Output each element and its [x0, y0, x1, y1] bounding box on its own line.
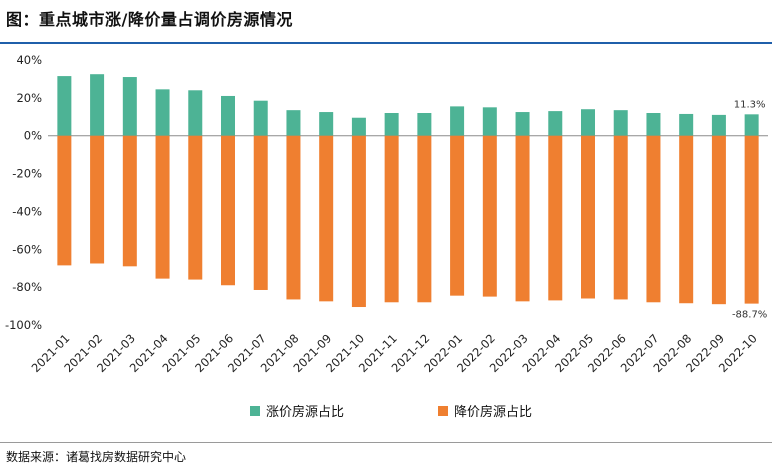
- bar-fall-2021-06: [221, 135, 235, 286]
- bar-fall-2021-11: [384, 135, 399, 303]
- bar-fall-2021-03: [122, 135, 137, 267]
- bar-rise-2022-10: [744, 114, 759, 136]
- legend-swatch-fall: [438, 406, 448, 416]
- bar-fall-2021-10: [351, 135, 366, 308]
- bar-fall-2021-04: [155, 135, 170, 279]
- bar-fall-2021-12: [417, 135, 432, 303]
- legend-label-fall: 降价房源占比: [454, 404, 532, 420]
- bar-rise-2021-02: [90, 74, 105, 136]
- bar-rise-2022-04: [548, 111, 563, 136]
- y-tick-label: -100%: [5, 318, 42, 332]
- bar-fall-2022-01: [450, 135, 465, 296]
- legend: 涨价房源占比 降价房源占比: [250, 404, 532, 420]
- y-tick-label: -80%: [12, 280, 42, 294]
- y-tick-label: 20%: [16, 91, 42, 105]
- bar-fall-2022-04: [548, 135, 563, 301]
- bar-rise-2021-01: [57, 76, 72, 136]
- bar-rise-2022-06: [613, 110, 628, 136]
- bar-rise-2021-05: [188, 90, 203, 136]
- bar-rise-2021-08: [286, 110, 301, 136]
- data-labels: 11.3% -88.7%: [732, 99, 767, 320]
- bar-fall-2022-07: [646, 135, 661, 303]
- bar-rise-2021-09: [319, 112, 334, 136]
- bar-rise-2022-02: [482, 107, 497, 136]
- bar-fall-2021-08: [286, 135, 301, 300]
- bar-rise-2022-03: [515, 112, 530, 136]
- data-source: 数据来源：诸葛找房数据研究中心: [6, 450, 187, 464]
- x-axis: 2021-012021-022021-032021-042021-052021-…: [29, 331, 760, 375]
- y-tick-label: 40%: [16, 53, 42, 67]
- bar-fall-2022-03: [515, 135, 530, 302]
- bar-rise-2021-07: [253, 100, 268, 136]
- bar-rise-2021-03: [122, 77, 137, 136]
- bar-rise-2022-08: [679, 113, 694, 136]
- bar-fall-2021-09: [319, 135, 334, 302]
- bar-fall-2022-06: [613, 135, 628, 300]
- y-tick-label: -20%: [12, 167, 42, 181]
- y-tick-label: -60%: [12, 242, 42, 256]
- bar-rise-2022-07: [646, 113, 661, 136]
- legend-label-rise: 涨价房源占比: [266, 404, 344, 420]
- bar-chart: 40% 20% 0% -20% -40% -60% -80% -100% 11.3% -88.7…: [5, 53, 768, 420]
- chart-title: 图：重点城市涨/降价量占调价房源情况: [6, 10, 293, 29]
- legend-swatch-rise: [250, 406, 260, 416]
- y-tick-label: 0%: [24, 129, 42, 143]
- bar-fall-2021-01: [57, 135, 72, 266]
- bar-rise-2021-12: [417, 113, 432, 136]
- bar-fall-2021-02: [90, 135, 105, 264]
- bar-fall-2022-05: [581, 135, 595, 299]
- bar-fall-2021-07: [253, 135, 268, 290]
- data-label: 11.3%: [734, 99, 766, 110]
- data-label: -88.7%: [732, 310, 767, 321]
- y-tick-label: -40%: [12, 204, 42, 218]
- bar-fall-2022-09: [711, 135, 726, 305]
- bars: [57, 74, 759, 308]
- bar-fall-2022-02: [482, 135, 497, 297]
- source-divider: [0, 442, 772, 443]
- bar-fall-2022-08: [679, 135, 694, 304]
- bar-rise-2021-10: [351, 117, 366, 136]
- bar-rise-2022-09: [711, 114, 726, 136]
- bar-rise-2021-06: [221, 95, 235, 136]
- bar-fall-2021-05: [188, 135, 203, 280]
- bar-rise-2021-04: [155, 89, 170, 136]
- bar-rise-2022-05: [581, 109, 595, 136]
- bar-rise-2022-01: [450, 106, 465, 136]
- title-divider: [0, 42, 772, 44]
- bar-rise-2021-11: [384, 113, 399, 136]
- bar-fall-2022-10: [744, 135, 759, 304]
